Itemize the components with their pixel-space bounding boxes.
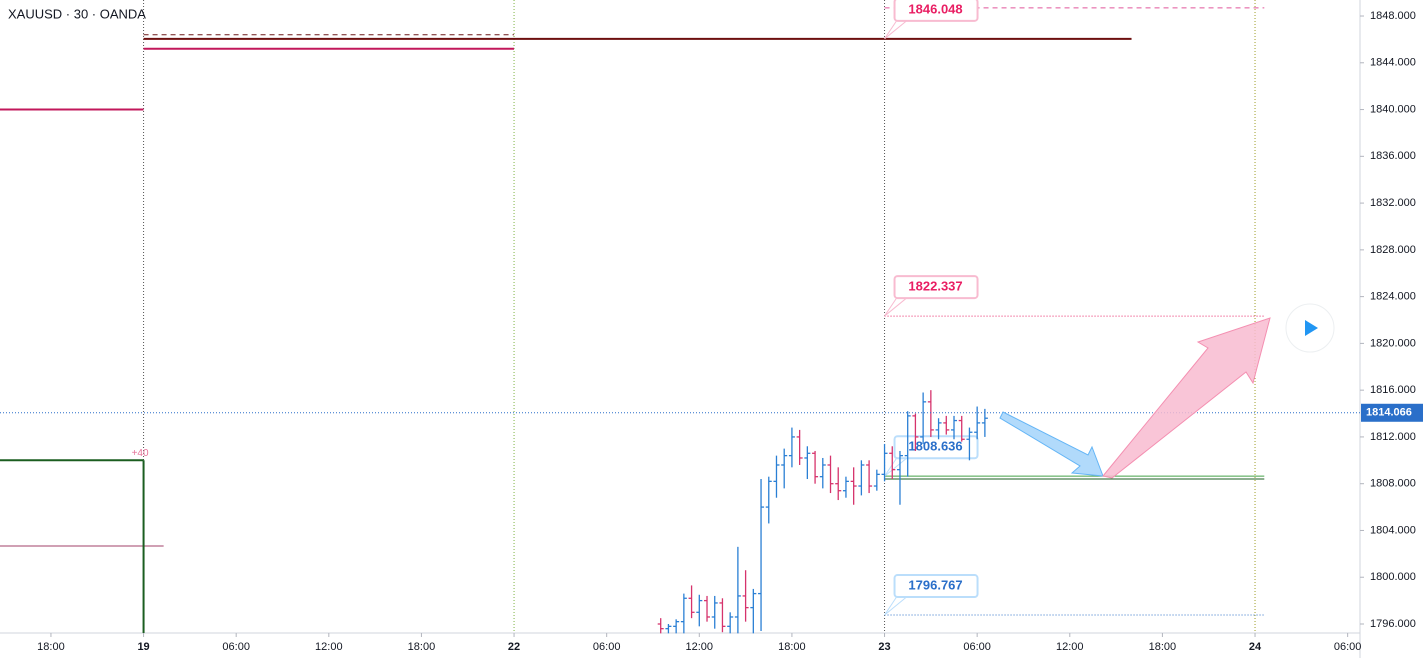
x-tick-label: 06:00: [222, 641, 250, 653]
y-tick-label: 1848.000: [1370, 10, 1416, 22]
y-tick-label: 1808.000: [1370, 478, 1416, 490]
x-tick-label: 24: [1249, 641, 1262, 653]
x-tick-label: 06:00: [963, 641, 991, 653]
x-tick-label: 22: [508, 641, 520, 653]
x-tick-label: 06:00: [1334, 641, 1362, 653]
y-tick-label: 1820.000: [1370, 337, 1416, 349]
x-tick-label: 18:00: [1149, 641, 1177, 653]
x-tick-label: 18:00: [778, 641, 806, 653]
play-button[interactable]: [1285, 303, 1335, 353]
x-tick-label: 18:00: [408, 641, 436, 653]
y-tick-label: 1832.000: [1370, 197, 1416, 209]
y-tick-label: 1812.000: [1370, 431, 1416, 443]
y-tick-label: 1840.000: [1370, 103, 1416, 115]
x-tick-label: 18:00: [37, 641, 65, 653]
pink-arrow: [1102, 317, 1271, 479]
x-tick-label: 19: [137, 641, 149, 653]
callout-box: [893, 0, 979, 22]
x-tick-label: 23: [878, 641, 890, 653]
x-tick-label: 12:00: [1056, 641, 1084, 653]
x-tick-label: 12:00: [315, 641, 343, 653]
x-tick-label: 12:00: [686, 641, 714, 653]
callout-label: 1846.048: [908, 1, 962, 16]
current-price-label: 1814.066: [1366, 407, 1412, 419]
callout-box: [893, 574, 979, 599]
symbol-title: XAUUSD · 30 · OANDA: [8, 6, 146, 21]
y-tick-label: 1800.000: [1370, 571, 1416, 583]
annotation: +40: [132, 448, 149, 459]
callout-label: 1822.337: [908, 279, 962, 294]
callout-box: [893, 275, 979, 300]
callout-label: 1796.767: [908, 577, 962, 592]
blue-arrow: [999, 411, 1104, 477]
y-tick-label: 1816.000: [1370, 384, 1416, 396]
x-tick-label: 06:00: [593, 641, 621, 653]
y-tick-label: 1796.000: [1370, 618, 1416, 630]
current-price-tag: [1361, 403, 1423, 422]
y-tick-label: 1828.000: [1370, 244, 1416, 256]
y-tick-label: 1804.000: [1370, 524, 1416, 536]
plot: +40 1846.048 1822.337 1808.636 1796.767: [0, 0, 1360, 634]
play-icon[interactable]: [1305, 320, 1318, 336]
y-tick-label: 1836.000: [1370, 150, 1416, 162]
callout-label: 1808.636: [908, 439, 962, 454]
y-tick-label: 1844.000: [1370, 57, 1416, 69]
y-tick-label: 1824.000: [1370, 291, 1416, 303]
